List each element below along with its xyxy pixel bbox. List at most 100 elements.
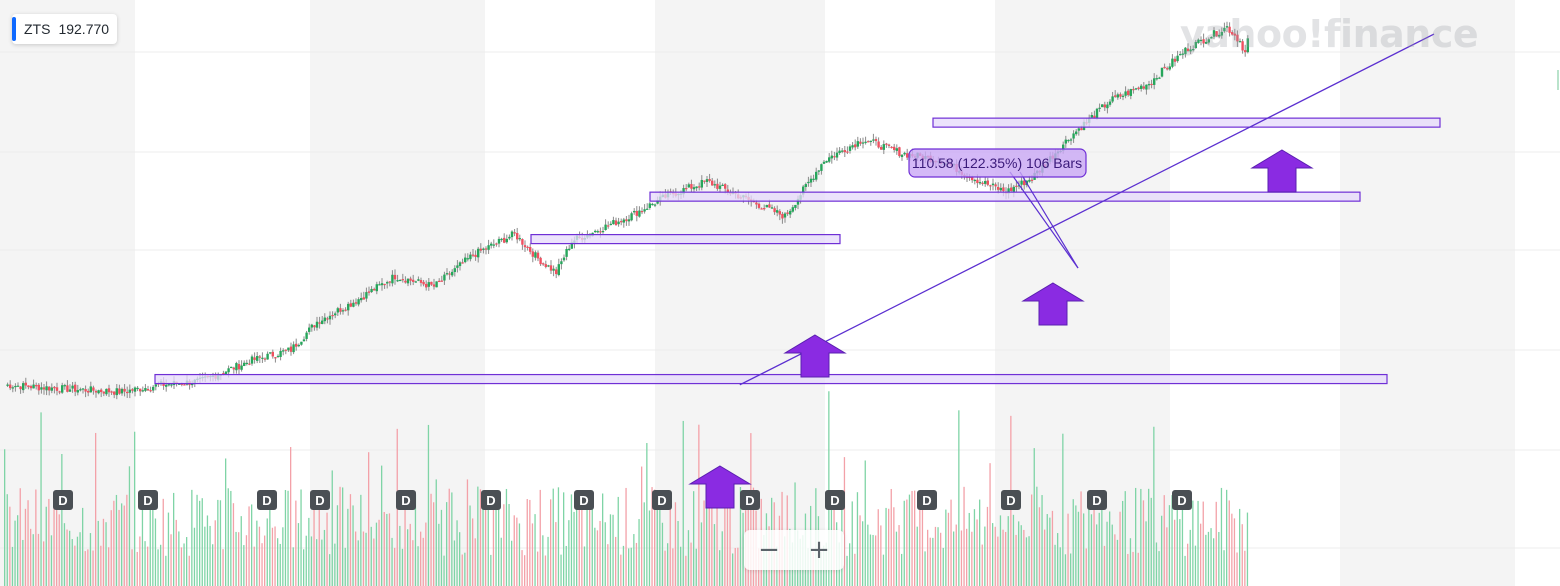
- dividend-marker[interactable]: D: [1001, 490, 1021, 510]
- candle-body: [261, 357, 264, 359]
- zoom-out-button[interactable]: −: [749, 532, 789, 568]
- candle-body: [549, 265, 553, 271]
- dividend-marker-label: D: [579, 493, 588, 508]
- volume-bar: [885, 507, 887, 586]
- dividend-marker[interactable]: D: [138, 490, 158, 510]
- candle-body: [66, 385, 69, 392]
- candle-body: [453, 268, 456, 273]
- dividend-marker[interactable]: D: [257, 490, 277, 510]
- volume-bar: [526, 499, 528, 586]
- volume-bar: [183, 543, 185, 586]
- volume-bar: [555, 522, 557, 586]
- candle-body: [1111, 96, 1114, 102]
- volume-bar: [32, 534, 34, 586]
- volume-bar: [586, 500, 588, 586]
- candle-body: [100, 389, 103, 393]
- volume-bar: [175, 519, 177, 586]
- dividend-marker[interactable]: D: [652, 490, 672, 510]
- candle-body: [258, 356, 261, 358]
- volume-bar: [1015, 534, 1017, 586]
- candle-body: [607, 225, 610, 227]
- volume-bar: [178, 531, 180, 586]
- volume-bar: [1127, 553, 1129, 586]
- volume-bar: [966, 528, 968, 586]
- candle-body: [55, 387, 59, 391]
- candle-body: [133, 387, 137, 392]
- candle-body: [612, 220, 615, 225]
- volume-bar: [196, 494, 198, 586]
- candle-body: [627, 219, 631, 222]
- candle-body: [770, 207, 774, 209]
- month-band: [995, 0, 1170, 586]
- ticker-badge[interactable]: ZTS 192.770: [12, 14, 118, 44]
- volume-bar: [898, 525, 900, 586]
- candle-body: [295, 343, 298, 347]
- dividend-marker[interactable]: D: [825, 490, 845, 510]
- volume-bar: [651, 487, 653, 586]
- candle-body: [318, 322, 321, 324]
- support-zone: [530, 233, 841, 245]
- volume-bar: [864, 460, 866, 586]
- volume-bar: [596, 530, 599, 586]
- volume-bar: [518, 523, 521, 586]
- volume-bar: [674, 502, 677, 586]
- candle-body: [1075, 131, 1078, 135]
- dividend-marker[interactable]: D: [481, 490, 501, 510]
- volume-bar: [594, 527, 596, 586]
- candle-body: [1067, 139, 1070, 142]
- volume-bar: [973, 509, 976, 586]
- volume-bar: [115, 494, 118, 586]
- candle-body: [146, 388, 150, 391]
- volume-bar: [1103, 545, 1106, 586]
- candle-body: [448, 273, 451, 275]
- volume-bar: [141, 491, 144, 586]
- candle-body: [633, 210, 636, 213]
- candle-body: [167, 384, 170, 386]
- dividend-marker[interactable]: D: [310, 490, 330, 510]
- volume-bar: [1223, 550, 1225, 586]
- volume-bar: [167, 512, 170, 586]
- dividend-marker[interactable]: D: [1172, 490, 1192, 510]
- annotation-arrows: [688, 149, 1314, 509]
- candle-body: [812, 178, 815, 180]
- candle-body: [625, 219, 628, 222]
- volume-bar: [1132, 551, 1134, 586]
- volume-bar: [349, 494, 352, 586]
- candle-body: [877, 141, 880, 148]
- volume-bar: [516, 517, 518, 586]
- dividend-marker[interactable]: D: [1087, 490, 1107, 510]
- volume-bar: [82, 507, 84, 586]
- candle-body: [1129, 89, 1132, 96]
- candle-body: [128, 389, 131, 393]
- volume-bar: [937, 527, 939, 586]
- dividend-marker[interactable]: D: [574, 490, 594, 510]
- volume-bar: [1176, 502, 1178, 586]
- candle-body: [419, 280, 423, 283]
- volume-bar: [316, 539, 318, 586]
- candle-body: [297, 344, 300, 347]
- zoom-in-button[interactable]: +: [799, 532, 839, 568]
- volume-bar: [1135, 487, 1137, 586]
- candle-body: [68, 389, 72, 392]
- volume-bar: [942, 547, 944, 586]
- volume-bar: [391, 537, 393, 586]
- volume-bar: [882, 554, 885, 586]
- arrow-up-icon: [688, 465, 752, 509]
- candle-body: [565, 248, 568, 257]
- volume-bar: [849, 543, 851, 586]
- dividend-marker[interactable]: D: [917, 490, 937, 510]
- dividend-marker[interactable]: D: [53, 490, 73, 510]
- volume-bar: [1101, 499, 1103, 586]
- candle-body: [838, 150, 841, 154]
- candle-body: [237, 364, 241, 370]
- volume-bar: [79, 532, 81, 586]
- candle-body: [412, 279, 415, 282]
- volume-bar: [625, 487, 627, 586]
- volume-bar: [963, 486, 965, 586]
- dividend-marker[interactable]: D: [396, 490, 416, 510]
- candle-body: [510, 231, 514, 238]
- dividend-marker[interactable]: D: [740, 490, 760, 510]
- volume-bar: [342, 487, 344, 586]
